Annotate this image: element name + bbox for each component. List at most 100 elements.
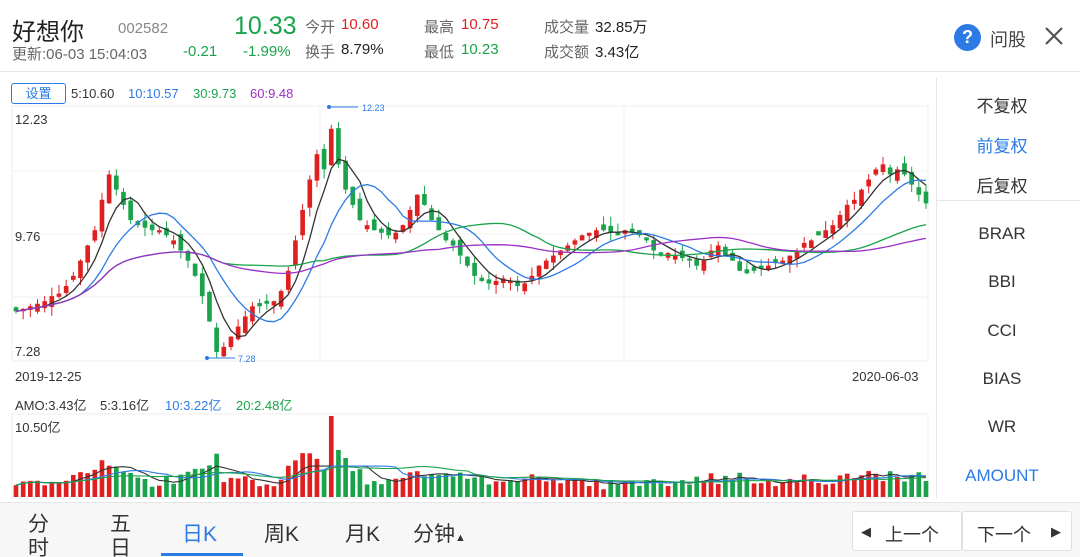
volume-bar (99, 460, 105, 497)
previous-label: 上一个 (885, 525, 939, 545)
volume-bar (178, 474, 184, 497)
candle-body (694, 259, 700, 266)
candle-body (429, 208, 434, 221)
next-stock-button[interactable]: 下一个 ▶ (962, 511, 1072, 551)
volume-bar (622, 481, 628, 497)
candle-body (615, 231, 621, 236)
candle-body (472, 262, 477, 276)
indicator-bbi[interactable]: BBI (988, 272, 1016, 291)
volume-bar (637, 485, 642, 497)
volume-bar (579, 480, 585, 497)
candle-body (85, 245, 90, 263)
candle-body (185, 250, 191, 261)
volume-bar (844, 473, 850, 497)
no-adjust-option[interactable]: 不复权 (976, 97, 1028, 116)
volume-bar (694, 476, 700, 497)
volume-bar (895, 476, 900, 497)
y-axis-bottom-label: 7.28 (15, 344, 41, 359)
backward-adjust-option[interactable]: 后复权 (976, 177, 1028, 196)
volume-bar (343, 457, 348, 497)
volume-bar (250, 479, 255, 497)
volume-bar (816, 482, 821, 497)
candle-body (859, 189, 864, 206)
candle-body (422, 194, 427, 205)
tab-five-day[interactable]: 五日 (110, 513, 131, 557)
volume-bar (508, 480, 513, 497)
volume-bar (278, 479, 284, 497)
kline-chart[interactable]: 12.23 7.28 (0, 78, 936, 499)
candle-body (572, 240, 578, 245)
volume-bar (586, 486, 592, 497)
volume-bar (794, 482, 800, 497)
volume-bar (350, 471, 356, 497)
open-label: 今开 (305, 19, 336, 36)
volume-bar (543, 481, 549, 497)
candle-body (78, 260, 83, 279)
volume-bar (42, 485, 47, 497)
volume-bar (866, 471, 872, 497)
volume-bar (873, 473, 879, 497)
tab-monthly-k[interactable]: 月K (345, 523, 381, 546)
volume-bar (486, 484, 492, 497)
ask-stock-button[interactable]: 问股 (990, 30, 1026, 50)
candle-body (773, 259, 778, 264)
candle-body (687, 258, 692, 261)
candle-body (350, 186, 356, 205)
candle-body (586, 232, 592, 236)
candle-body (744, 269, 750, 274)
y-axis-top-label: 12.23 (15, 112, 48, 127)
min-price-marker: 7.28 (238, 354, 256, 364)
volume-bar (450, 476, 456, 497)
volume-bar (364, 484, 370, 497)
chart-settings-button[interactable]: 设置 (11, 83, 66, 104)
volume-bar (701, 482, 707, 497)
tab-daily-k[interactable]: 日K (182, 523, 218, 546)
indicator-bias[interactable]: BIAS (982, 369, 1022, 388)
volume-bar (687, 484, 692, 497)
volume-bar (629, 480, 635, 497)
candle-body (192, 263, 198, 276)
volume-bar (422, 476, 427, 497)
indicator-amount[interactable]: AMOUNT (965, 466, 1039, 485)
candle-body (500, 278, 506, 284)
candle-body (407, 209, 413, 229)
volume-bar (665, 486, 671, 497)
tab-intraday[interactable]: 分时 (28, 513, 49, 557)
volume-average-lines (15, 465, 927, 486)
candle-body (916, 187, 922, 195)
high-value: 10.75 (461, 16, 499, 33)
close-icon[interactable] (1040, 22, 1068, 50)
candle-body (465, 256, 470, 266)
tab-minute[interactable]: 分钟▲ (413, 518, 466, 548)
candle-body (379, 228, 384, 233)
volume-bar (135, 477, 141, 497)
candle-body (766, 265, 771, 270)
volume-bar (128, 472, 133, 497)
candle-body (823, 230, 829, 238)
candle-body (257, 303, 262, 307)
candle-body (400, 225, 406, 232)
candle-body (63, 285, 69, 293)
volume-bar (801, 474, 807, 497)
volume-bar (371, 481, 377, 497)
candle-body (28, 306, 33, 310)
indicator-cci[interactable]: CCI (987, 321, 1017, 340)
volume-bar (78, 472, 83, 497)
candle-body (909, 171, 914, 185)
candle-body (479, 277, 485, 281)
volume-bar (852, 478, 857, 497)
indicator-wr[interactable]: WR (987, 417, 1017, 436)
volume-bar (192, 468, 198, 497)
candle-body (307, 179, 313, 208)
candle-body (895, 169, 900, 181)
candle-body (672, 255, 678, 260)
help-icon[interactable]: ? (954, 24, 981, 51)
amount-label: 成交额 (544, 44, 590, 61)
indicator-brar[interactable]: BRAR (978, 224, 1026, 243)
tab-weekly-k[interactable]: 周K (264, 523, 300, 546)
candle-body (228, 336, 234, 347)
previous-stock-button[interactable]: ◀ 上一个 (852, 511, 962, 551)
arrow-left-icon: ◀ (861, 524, 871, 539)
amo-label: AMO:3.43亿 (15, 398, 87, 413)
forward-adjust-option[interactable]: 前复权 (976, 137, 1028, 156)
